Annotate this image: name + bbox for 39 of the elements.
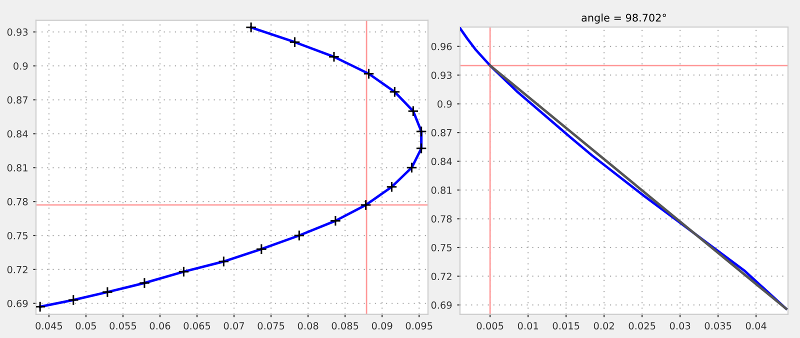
y-tick-label: 0.93 — [431, 72, 452, 79]
x-tick-label: 0.095 — [406, 322, 432, 330]
x-tick-label: 0.05 — [76, 322, 96, 330]
x-tick-label: 0.085 — [332, 322, 358, 330]
y-tick-label: 0.84 — [431, 158, 452, 166]
chart-title: angle = 98.702° — [582, 14, 666, 24]
x-tick-label: 0.09 — [372, 322, 392, 330]
y-tick-label: 0.78 — [431, 215, 452, 223]
x-tick-label: 0.025 — [628, 322, 656, 330]
x-tick-label: 0.06 — [150, 322, 170, 330]
x-tick-label: 0.055 — [110, 322, 136, 330]
x-tick-label: 0.02 — [594, 322, 614, 330]
x-tick-label: 0.065 — [184, 322, 210, 330]
x-tick-label: 0.07 — [224, 322, 244, 330]
x-tick-label: 0.03 — [670, 322, 690, 330]
y-tick-label: 0.87 — [431, 129, 452, 136]
x-tick-label: 0.04 — [746, 322, 766, 330]
y-tick-label: 0.78 — [7, 198, 28, 206]
y-tick-label: 0.9 — [14, 62, 28, 70]
y-tick-label: 0.72 — [431, 272, 452, 280]
x-tick-label: 0.045 — [36, 322, 62, 330]
y-tick-label: 0.96 — [431, 42, 452, 50]
y-tick-label: 0.81 — [7, 164, 28, 172]
y-tick-label: 0.75 — [431, 244, 452, 252]
y-tick-label: 0.72 — [7, 266, 28, 274]
y-tick-label: 0.75 — [7, 232, 28, 240]
x-tick-label: 0.08 — [298, 322, 318, 330]
y-tick-label: 0.93 — [7, 28, 28, 36]
y-tick-label: 0.69 — [7, 300, 28, 308]
x-tick-label: 0.01 — [518, 322, 538, 330]
y-tick-label: 0.81 — [431, 186, 452, 194]
x-tick-label: 0.035 — [704, 322, 732, 330]
y-tick-label: 0.69 — [431, 301, 452, 309]
x-tick-label: 0.075 — [258, 322, 284, 330]
y-tick-label: 0.87 — [7, 96, 28, 104]
x-tick-label: 0.015 — [552, 322, 580, 330]
x-tick-label: 0.005 — [476, 322, 504, 330]
y-tick-label: 0.84 — [7, 130, 28, 138]
y-tick-label: 0.9 — [438, 100, 452, 108]
